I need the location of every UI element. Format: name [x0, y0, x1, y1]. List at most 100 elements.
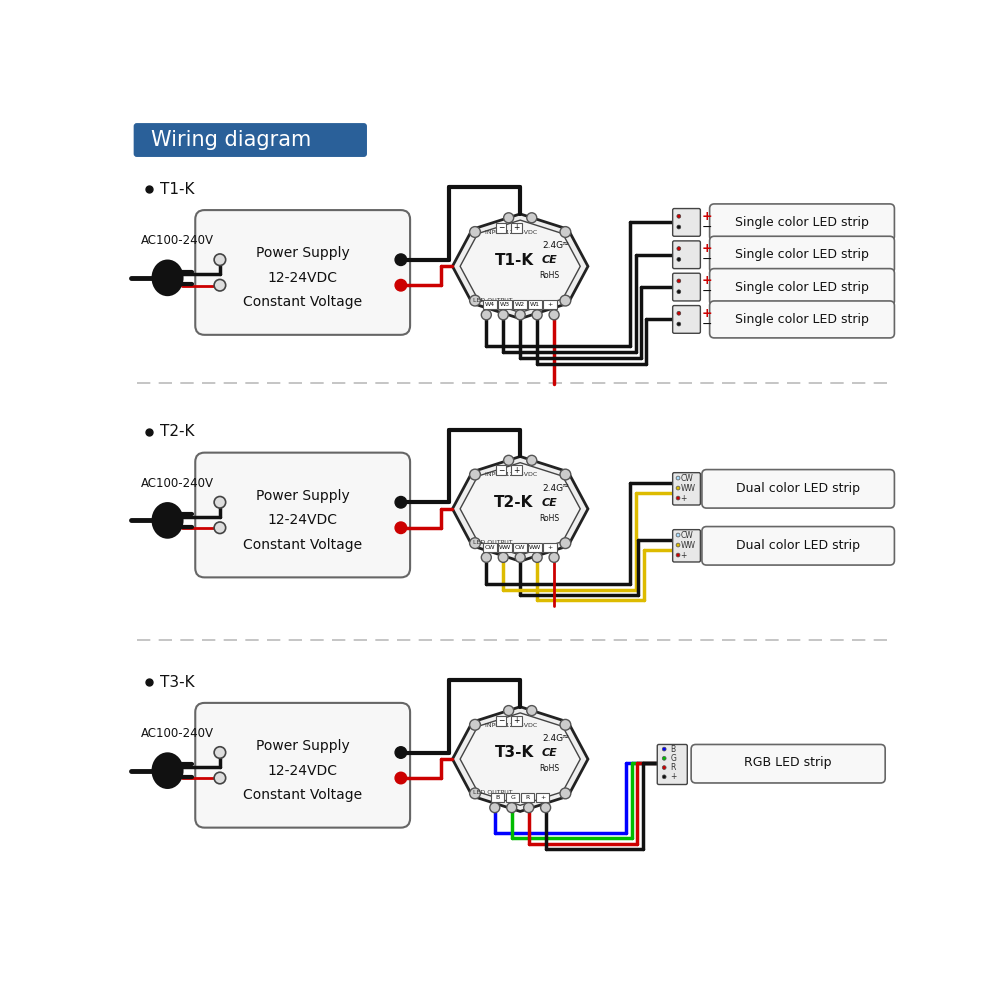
- Text: +: +: [702, 242, 713, 255]
- Circle shape: [676, 533, 680, 537]
- Text: T3-K: T3-K: [160, 675, 194, 690]
- Circle shape: [532, 552, 542, 562]
- Circle shape: [490, 803, 500, 813]
- Text: −: −: [702, 253, 712, 266]
- Text: −: −: [498, 716, 504, 725]
- Text: AC100-240V: AC100-240V: [141, 727, 214, 740]
- Ellipse shape: [153, 754, 182, 788]
- Text: 12-24VDC: 12-24VDC: [268, 764, 338, 778]
- Bar: [521, 793, 534, 802]
- Polygon shape: [460, 713, 580, 805]
- Bar: [483, 543, 497, 552]
- Circle shape: [214, 772, 226, 784]
- FancyBboxPatch shape: [710, 301, 894, 338]
- Circle shape: [676, 496, 680, 500]
- Text: AC100-240V: AC100-240V: [141, 477, 214, 490]
- Circle shape: [214, 279, 226, 291]
- Polygon shape: [460, 463, 580, 555]
- Circle shape: [507, 803, 517, 813]
- Circle shape: [515, 552, 525, 562]
- Circle shape: [470, 538, 480, 549]
- Circle shape: [470, 227, 480, 237]
- Text: ≈: ≈: [561, 238, 568, 247]
- FancyBboxPatch shape: [134, 123, 367, 157]
- Text: CE: CE: [542, 748, 557, 758]
- Text: +: +: [548, 545, 553, 550]
- FancyBboxPatch shape: [673, 306, 700, 333]
- Text: CW: CW: [485, 545, 495, 550]
- Circle shape: [560, 538, 571, 549]
- Circle shape: [662, 775, 666, 779]
- Text: CW: CW: [515, 545, 525, 550]
- Text: ≈: ≈: [561, 731, 568, 740]
- Text: −: −: [702, 285, 712, 298]
- Text: WW: WW: [529, 545, 541, 550]
- Circle shape: [549, 310, 559, 320]
- Circle shape: [560, 295, 571, 306]
- Text: B: B: [670, 745, 675, 754]
- Text: Single color LED strip: Single color LED strip: [735, 281, 869, 294]
- Text: +: +: [702, 210, 713, 223]
- Circle shape: [524, 803, 534, 813]
- Text: AC100-240V: AC100-240V: [141, 234, 214, 247]
- Text: Single color LED strip: Single color LED strip: [735, 248, 869, 261]
- Circle shape: [504, 706, 514, 716]
- Text: LED OUTPUT: LED OUTPUT: [473, 790, 513, 795]
- Circle shape: [662, 756, 666, 760]
- FancyBboxPatch shape: [710, 269, 894, 306]
- Bar: [528, 543, 542, 552]
- Bar: [483, 300, 497, 309]
- Text: T2-K: T2-K: [494, 495, 534, 510]
- Text: Wiring diagram: Wiring diagram: [151, 130, 311, 150]
- Text: +: +: [540, 795, 545, 800]
- Text: Single color LED strip: Single color LED strip: [735, 313, 869, 326]
- Circle shape: [395, 772, 407, 784]
- Ellipse shape: [153, 503, 182, 537]
- Circle shape: [214, 496, 226, 508]
- Bar: [511, 223, 522, 233]
- Bar: [491, 793, 504, 802]
- Text: +: +: [702, 274, 713, 287]
- Circle shape: [677, 279, 681, 283]
- Bar: [511, 716, 522, 726]
- Circle shape: [395, 279, 407, 291]
- FancyBboxPatch shape: [195, 703, 410, 828]
- Polygon shape: [452, 456, 588, 561]
- Bar: [496, 716, 506, 726]
- Text: G: G: [510, 795, 515, 800]
- Bar: [496, 223, 506, 233]
- Circle shape: [541, 803, 551, 813]
- Bar: [543, 300, 557, 309]
- Text: LED OUTPUT: LED OUTPUT: [473, 298, 513, 303]
- FancyBboxPatch shape: [702, 527, 894, 565]
- Bar: [498, 543, 512, 552]
- Text: WW: WW: [680, 541, 695, 550]
- Text: Single color LED strip: Single color LED strip: [735, 216, 869, 229]
- Circle shape: [498, 310, 508, 320]
- Text: RoHS: RoHS: [539, 271, 560, 280]
- Text: Dual color LED strip: Dual color LED strip: [736, 482, 860, 495]
- Text: T1-K: T1-K: [160, 182, 194, 197]
- Text: +: +: [513, 716, 520, 725]
- Circle shape: [527, 213, 537, 223]
- Circle shape: [504, 213, 514, 223]
- Circle shape: [560, 719, 571, 730]
- Circle shape: [498, 552, 508, 562]
- Bar: [498, 300, 512, 309]
- Text: +: +: [513, 223, 520, 232]
- Circle shape: [532, 310, 542, 320]
- Bar: [513, 543, 527, 552]
- Circle shape: [676, 486, 680, 490]
- Circle shape: [395, 522, 407, 534]
- Circle shape: [214, 522, 226, 534]
- Text: 12-24VDC: 12-24VDC: [268, 513, 338, 527]
- Text: −: −: [702, 318, 712, 331]
- Text: WW: WW: [680, 484, 695, 493]
- Text: 2.4G: 2.4G: [542, 734, 563, 743]
- FancyBboxPatch shape: [710, 236, 894, 273]
- Text: INPUT 12-24VDC: INPUT 12-24VDC: [485, 230, 537, 235]
- Text: Power Supply: Power Supply: [256, 246, 350, 260]
- Text: INPUT 12-24VDC: INPUT 12-24VDC: [485, 723, 537, 728]
- Text: CE: CE: [542, 498, 557, 508]
- Circle shape: [481, 310, 491, 320]
